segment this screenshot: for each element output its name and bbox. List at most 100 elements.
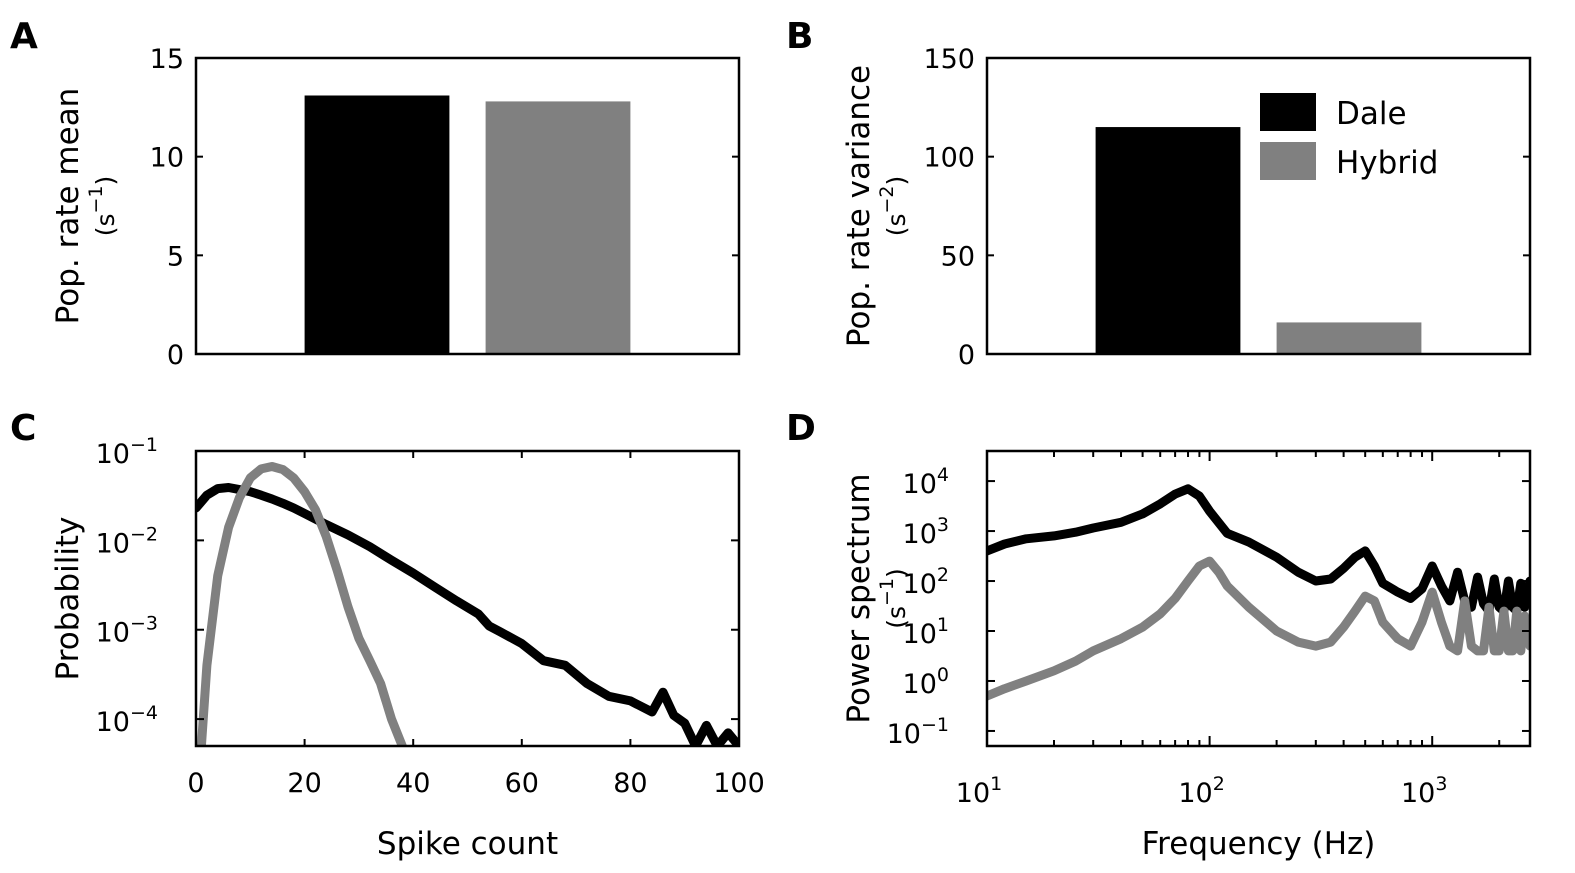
x-tick-label: 100 (713, 768, 765, 799)
y-tick-label-base: 10 (903, 519, 937, 550)
x-tick-label-base: 10 (1178, 778, 1212, 809)
y-tick-label-base: 10 (96, 528, 130, 559)
series-line-hybrid (987, 556, 1530, 701)
y-axis-unit: (s−1) (876, 568, 911, 629)
y-axis-label-a: Pop. rate mean (s−1) (50, 88, 120, 325)
panel-label-b: B (786, 16, 813, 57)
y-tick-label: 100 (903, 664, 949, 700)
y-tick-label: 10 (150, 143, 184, 174)
y-tick-label: 5 (167, 241, 184, 272)
y-tick-label-base: 10 (96, 707, 130, 738)
x-tick-label: 60 (505, 768, 539, 799)
y-tick-label-exp: −3 (130, 613, 158, 635)
y-tick-label-base: 10 (903, 669, 937, 700)
x-tick-label: 40 (396, 768, 430, 799)
bar-dale (304, 95, 450, 354)
x-tick-label: 103 (1401, 773, 1447, 809)
y-tick-label-base: 10 (96, 439, 130, 470)
x-axis-title-d: Frequency (Hz) (1142, 826, 1376, 862)
y-tick-label-base: 10 (887, 719, 921, 750)
y-axis-title: Pop. rate variance (841, 65, 877, 347)
legend-swatch-dale (1260, 93, 1316, 131)
y-tick-label-exp: −1 (130, 434, 158, 456)
y-tick-label: 101 (903, 614, 949, 650)
axes-frame-a (194, 56, 741, 356)
series-line-hybrid (196, 462, 407, 746)
y-tick-label: 10−4 (96, 702, 158, 738)
x-axis-title-c: Spike count (377, 826, 558, 862)
y-tick-label: 103 (903, 514, 949, 550)
series-line-dale (987, 484, 1530, 616)
panel-label-d: D (786, 408, 816, 449)
y-tick-label: 50 (941, 241, 975, 272)
axes-frame-b (985, 56, 1532, 356)
y-axis-label-d: Power spectrum (s−1) (841, 473, 911, 723)
plot-area-a (304, 95, 631, 354)
y-tick-label: 102 (903, 564, 949, 600)
y-tick-label-base: 10 (903, 469, 937, 500)
bar-hybrid (485, 101, 631, 354)
x-tick-label-base: 10 (1401, 778, 1435, 809)
y-tick-label-exp: 3 (937, 514, 949, 536)
x-tick-label: 80 (613, 768, 647, 799)
y-axis-unit-close: ) (882, 568, 911, 578)
x-tick-label-exp: 1 (990, 773, 1002, 795)
x-tick-label-exp: 3 (1435, 773, 1447, 795)
y-axis-unit-exp: −2 (876, 185, 898, 213)
y-tick-label-exp: 4 (937, 464, 949, 486)
y-tick-label: 10−1 (887, 714, 949, 750)
panel-label-c: C (10, 408, 36, 449)
y-tick-label: 104 (903, 464, 949, 500)
y-tick-label-exp: 2 (937, 564, 949, 586)
legend-label-dale: Dale (1336, 96, 1407, 132)
y-axis-unit-base: (s (882, 214, 911, 237)
legend-label-hybrid: Hybrid (1336, 145, 1438, 181)
plot-area-d (987, 484, 1530, 701)
x-tick-label: 0 (187, 768, 204, 799)
y-tick-label-exp: 1 (937, 614, 949, 636)
y-tick-label: 0 (167, 340, 184, 371)
x-tick-label: 101 (956, 773, 1002, 809)
y-axis-unit-base: (s (91, 214, 120, 237)
series-line-dale (196, 483, 739, 746)
legend-swatch-hybrid (1260, 142, 1316, 180)
y-tick-label: 10−1 (96, 434, 158, 470)
y-axis-unit: (s−2) (876, 176, 911, 237)
panel-label-a: A (10, 16, 38, 57)
y-tick-label-exp: 0 (937, 664, 949, 686)
y-tick-label: 15 (150, 44, 184, 75)
bar-hybrid (1276, 322, 1422, 354)
y-tick-label-base: 10 (903, 569, 937, 600)
x-tick-label-exp: 2 (1213, 773, 1225, 795)
y-axis-label-c: Probability (50, 517, 86, 681)
panel-b: B 0 50 100 150 Pop. rate variance (s−2) Dale Hyb… (786, 16, 1532, 371)
plot-area-b (1095, 127, 1422, 354)
x-tick-label: 20 (287, 768, 321, 799)
y-axis-unit-base: (s (882, 606, 911, 629)
y-tick-label-base: 10 (903, 619, 937, 650)
y-axis-label-b: Pop. rate variance (s−2) (841, 65, 911, 347)
y-axis-title: Probability (50, 517, 86, 681)
y-tick-label: 0 (958, 340, 975, 371)
axes-frame-c (194, 449, 741, 748)
y-axis-title: Pop. rate mean (50, 88, 86, 325)
y-tick-label: 100 (923, 143, 975, 174)
y-axis-unit-exp: −1 (85, 185, 107, 213)
x-tick-label: 102 (1178, 773, 1224, 809)
y-axis-unit-close: ) (882, 176, 911, 186)
y-tick-label: 10−2 (96, 523, 158, 559)
x-tick-label-base: 10 (956, 778, 990, 809)
y-axis-unit-exp: −1 (876, 578, 898, 606)
y-tick-label: 10−3 (96, 613, 158, 649)
axes-frame-d (985, 449, 1532, 748)
y-tick-label-base: 10 (96, 618, 130, 649)
panel-a: A 0 5 10 15 Pop. rate mean (s−1) (10, 16, 741, 371)
plot-area-c (196, 462, 739, 746)
y-axis-unit: (s−1) (85, 176, 120, 237)
y-axis-unit-close: ) (91, 176, 120, 186)
y-tick-label-exp: −1 (921, 714, 949, 736)
bar-dale (1095, 127, 1241, 354)
